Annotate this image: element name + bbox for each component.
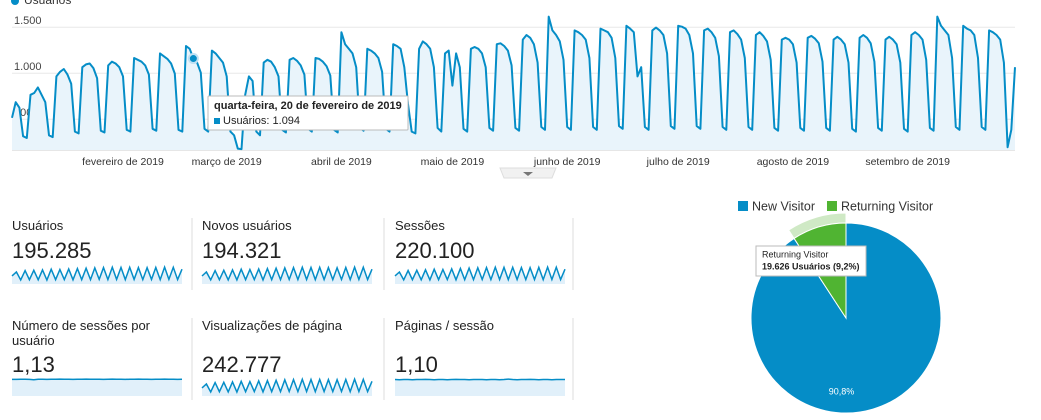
sparkline	[11, 264, 183, 282]
sparkline	[394, 264, 566, 282]
hover-point	[187, 53, 199, 65]
y-tick-label: 1.500	[14, 15, 42, 27]
metric-value: 1,13	[12, 352, 55, 377]
x-tick-label: setembro de 2019	[865, 156, 950, 168]
sparkline	[12, 378, 183, 381]
x-tick-label: março de 2019	[192, 156, 262, 168]
metric-label: Usuários	[12, 218, 64, 233]
metric-value: 194.321	[202, 238, 282, 263]
metric-value: 220.100	[395, 238, 475, 263]
tooltip-text: 19.626 Usuários (9,2%)	[762, 261, 860, 271]
metric-label: Novos usuários	[202, 218, 292, 233]
legend-label: Usuários	[24, 0, 71, 7]
line	[11, 15, 1016, 151]
tooltip-text: Usuários: 1.094	[223, 115, 300, 127]
metric-value: 195.285	[12, 238, 92, 263]
metric-label: Visualizações de página	[202, 318, 342, 333]
x-tick-label: junho de 2019	[533, 156, 601, 168]
metric-value: 1,10	[395, 352, 438, 377]
metric-label: Sessões	[395, 218, 445, 233]
legend-label: New Visitor	[752, 199, 815, 213]
tooltip-box	[207, 95, 409, 131]
collapse-arrow	[523, 172, 533, 176]
sparkline-area	[395, 379, 565, 396]
tooltip-title: Returning Visitor	[762, 249, 828, 259]
x-tick-label: julho de 2019	[646, 156, 710, 168]
tooltip-title: quarta-feira, 20 de fevereiro de 2019	[214, 100, 402, 112]
x-tick-label: agosto de 2019	[757, 156, 830, 168]
tooltip-swatch	[214, 118, 220, 124]
legend-dot	[11, 0, 19, 5]
legend-label: Returning Visitor	[841, 199, 933, 213]
metric-label: Páginas / sessão	[395, 318, 495, 333]
metric-label: Número de sessões por usuário	[12, 318, 151, 348]
sparkline	[201, 376, 373, 394]
tooltip-box	[755, 245, 867, 277]
x-tick-label: abril de 2019	[311, 156, 372, 168]
sparkline	[201, 264, 373, 282]
y-tick-label: 1.000	[14, 61, 42, 73]
x-tick-label: fevereiro de 2019	[82, 156, 164, 168]
slice-label: 90,8%	[829, 386, 855, 396]
legend-swatch	[826, 201, 837, 211]
metric-value: 242.777	[202, 352, 282, 377]
sparkline	[394, 378, 565, 381]
legend-swatch	[738, 201, 748, 211]
x-tick-label: maio de 2019	[421, 156, 485, 168]
sparkline-area	[12, 379, 182, 396]
